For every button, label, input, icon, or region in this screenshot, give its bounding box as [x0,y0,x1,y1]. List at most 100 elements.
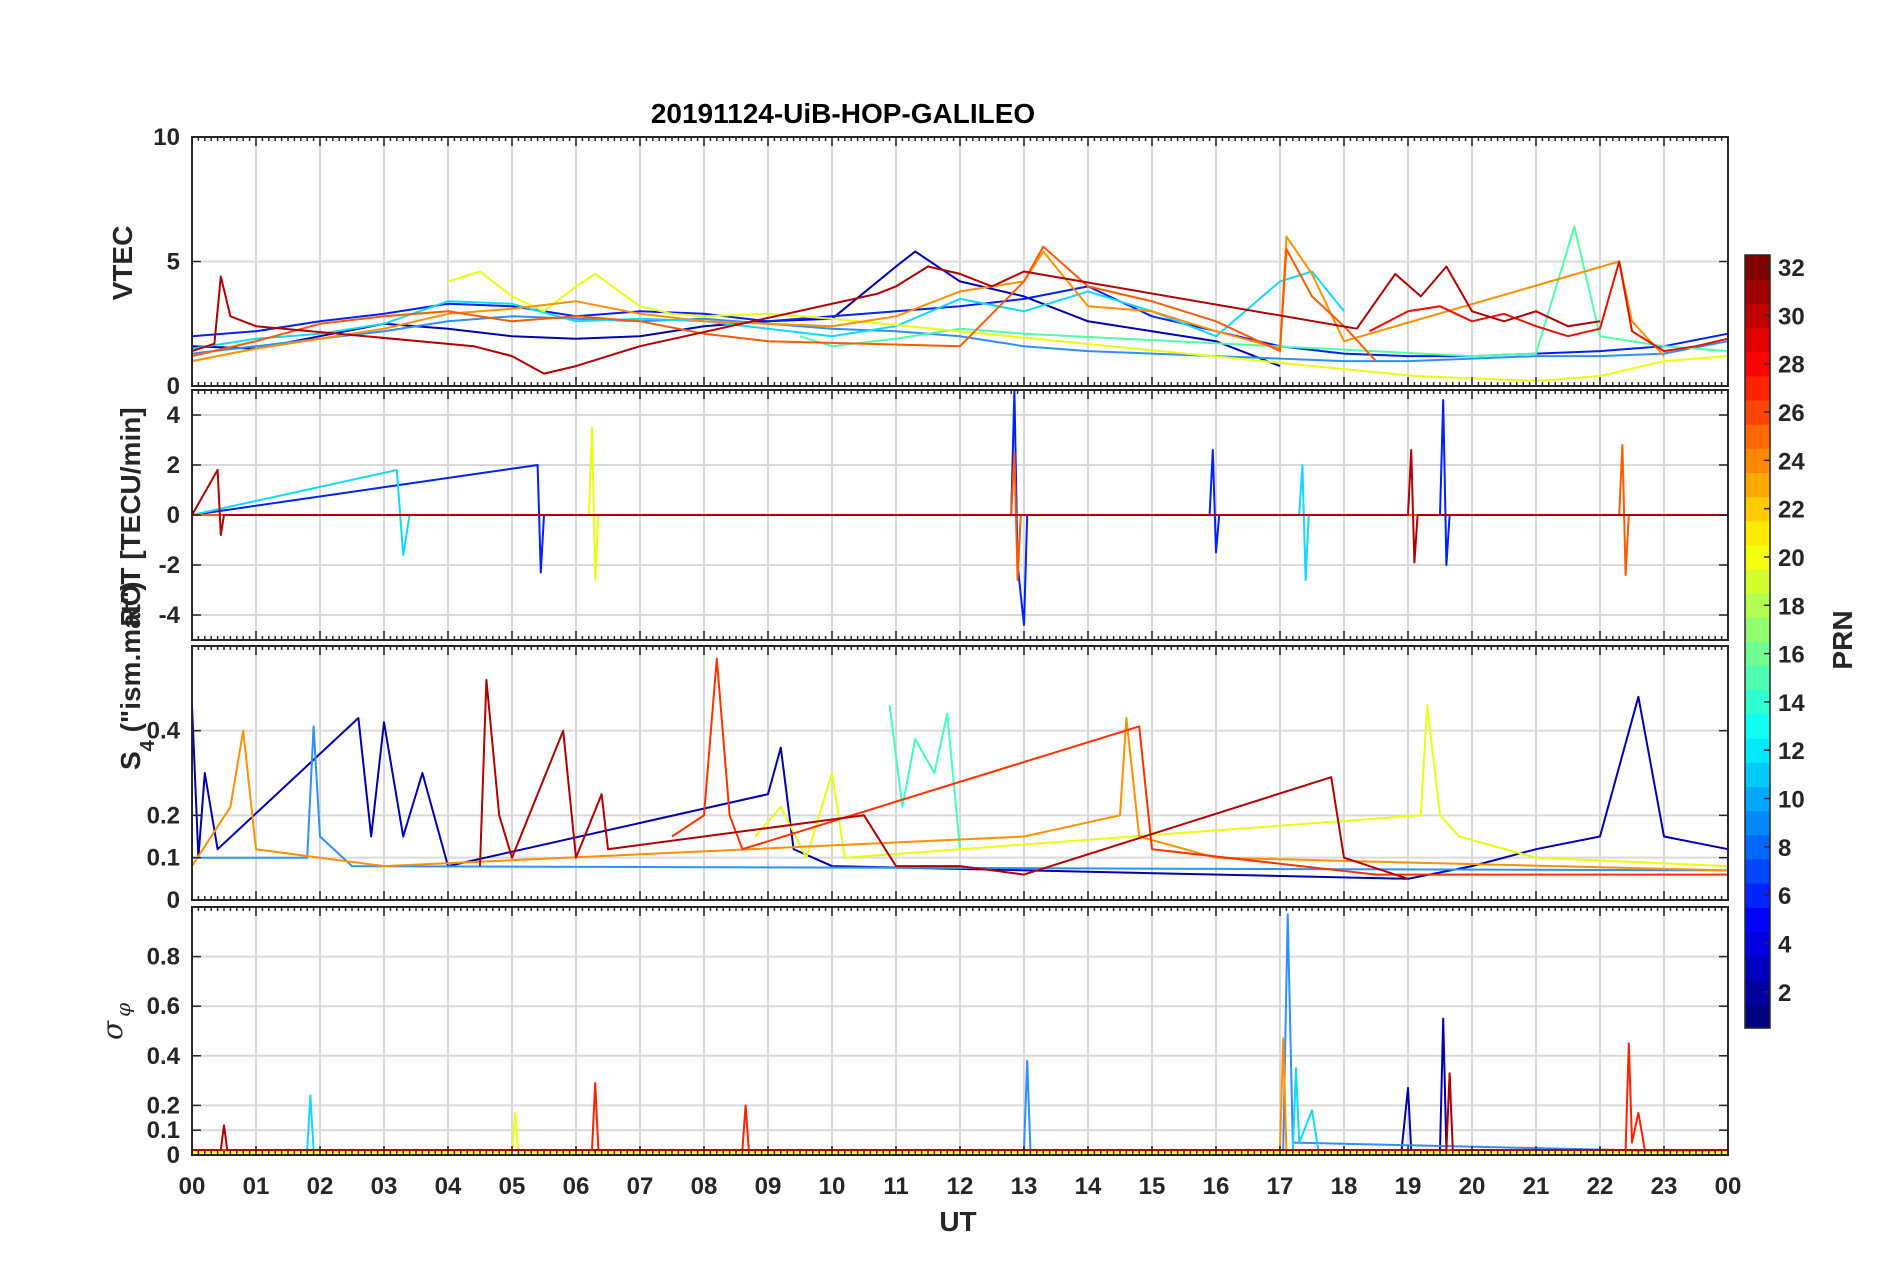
ylabel-sigma-phi: σφ [96,1003,135,1040]
colorbar-tick-label: 8 [1778,835,1791,862]
series-prn-2 [191,695,1729,880]
x-tick-label: 15 [1139,1173,1166,1200]
series-prn-28 [1369,260,1729,353]
series-prn-6 [191,315,1729,363]
x-tick-label: 19 [1395,1173,1422,1200]
colorbar-tick-label: 6 [1778,883,1791,910]
series-prn-30 [192,1072,1728,1151]
colorbar-cell [1745,617,1770,643]
colorbar-tick-label: 20 [1778,545,1805,572]
ylabel-s4-main: S [115,751,146,770]
ylabel-vtec: VTEC [107,226,138,301]
series-prn-12 [192,1067,1728,1151]
colorbar-tick-label: 4 [1778,931,1792,958]
colorbar-cell [1745,810,1770,836]
x-tick-label: 23 [1651,1173,1678,1200]
series-prn-19 [447,270,1729,382]
colorbar-tick-label: 30 [1778,303,1805,330]
x-tick-label: 07 [627,1173,654,1200]
y-tick-label-rot: 4 [167,402,181,429]
y-ticks-sigma-phi: 00.10.2 0.4 0.6 0.8 [147,944,1728,1169]
chart-title: 20191124-UiB-HOP-GALILEO [651,98,1035,129]
y-ticks-vtec: 0 5 10 [153,124,1728,400]
colorbar-tick-label: 18 [1778,593,1805,620]
y-ticks-s4: 0 0.1 0.2 0.4 [147,718,1728,914]
series-prn-23 [191,235,1665,363]
series-prn-16 [799,225,1729,358]
panel-vtec: 0 5 10 VTEC [107,124,1729,400]
x-tick-label: 05 [499,1173,526,1200]
y-tick-label-sigma: 0.8 [147,944,180,971]
x-tick-labels: 00 01 02 03 04 05 06 07 08 09 10 11 12 13 14 15 16 17 18 19… [179,1173,1742,1200]
y-tick-label-rot: -4 [159,602,181,629]
series-prn-25 [191,245,1377,362]
x-tick-label: 11 [883,1173,908,1200]
grid-sigma-phi [191,907,1729,1156]
colorbar-cell [1745,569,1770,594]
x-tick-label: 04 [435,1173,462,1200]
y-tick-label-vtec: 5 [167,249,180,276]
colorbar-cell [1745,472,1770,498]
colorbar-cell [1745,713,1770,739]
x-tick-label: 21 [1523,1173,1550,1200]
y-tick-label-sigma: 0.2 [147,1092,180,1119]
colorbar-cell [1745,520,1770,546]
colorbar-cell [1745,858,1770,884]
x-tick-label: 02 [307,1173,334,1200]
colorbar-cell [1745,279,1770,304]
colorbar-tick-label: 16 [1778,642,1805,669]
y-tick-label-sigma: 0 [167,1142,180,1169]
frame-sigma-phi [191,906,1729,1156]
y-ticks-rot: -4 -2 0 2 4 [159,402,1728,629]
colorbar-tick-label: 28 [1778,352,1805,379]
ylabel-s4: S4 ("ism.mat") [115,581,159,770]
colorbar-tick-label: 12 [1778,738,1805,765]
series-prn-12 [191,270,1345,350]
colorbar-label: PRN [1827,610,1858,669]
y-tick-label-sigma: 0.6 [147,993,180,1020]
colorbar-cell [1745,907,1770,932]
colorbar-cell [1745,955,1770,981]
panel-s4: 0 0.1 0.2 0.4 S4 ("ism.mat") [115,581,1729,914]
series-prn-30 [479,678,1409,880]
y-tick-label-s4: 0.2 [147,802,180,829]
ylabel-rot: ROT [TECU/min] [115,407,146,626]
x-tick-label: 20 [1459,1173,1486,1200]
x-tick-label: 22 [1587,1173,1614,1200]
x-tick-label: 08 [691,1173,718,1200]
colorbar-cell [1745,424,1770,449]
series-prn-6 [192,725,1729,872]
x-tick-label: 01 [243,1173,270,1200]
colorbar-tick-label: 24 [1778,448,1805,475]
y-tick-label-s4: 0.4 [147,718,181,745]
x-tick-label: 13 [1011,1173,1038,1200]
colorbar-cell [1745,327,1770,353]
colorbar-cell [1745,762,1770,788]
series-rot [191,389,1728,626]
x-tick-label: 17 [1267,1173,1294,1200]
frame-s4 [191,645,1729,901]
y-tick-label-rot: 2 [167,452,180,479]
series-prn-19 [754,704,1729,868]
series-prn-26 [671,657,1728,876]
x-tick-label: 14 [1075,1173,1102,1200]
series-prn-14 [888,705,961,850]
x-tick-label: 00 [179,1173,206,1200]
series-vtec [191,225,1729,382]
colorbar-tick-label: 32 [1778,255,1805,282]
xlabel: UT [939,1206,976,1237]
series-prn-30 [191,449,1728,564]
colorbar-frame [1744,254,1771,1029]
y-tick-label-vtec: 10 [153,124,180,151]
x-tick-label: 18 [1331,1173,1358,1200]
y-tick-label-rot: -2 [159,552,180,579]
colorbar-tick-label: 14 [1778,690,1805,717]
x-tick-label: 00 [1715,1173,1742,1200]
colorbar-cell [1745,665,1770,691]
panel-rot: -4 -2 0 2 4 ROT [TECU/min] [115,389,1729,641]
grid-vtec [191,136,1729,387]
panel-sigma-phi: 00.10.2 0.4 0.6 0.8 σφ [96,906,1729,1169]
